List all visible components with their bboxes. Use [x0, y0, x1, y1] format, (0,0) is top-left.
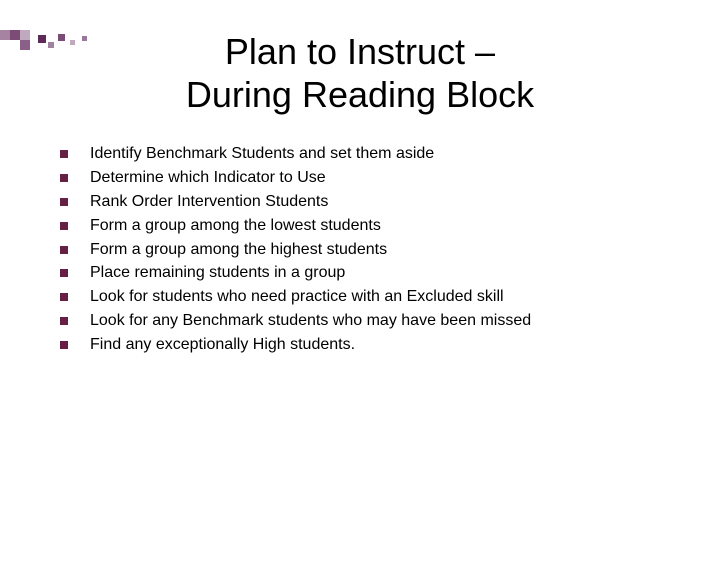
bullet-marker-icon: [60, 317, 68, 325]
bullet-marker-icon: [60, 222, 68, 230]
list-item: Look for any Benchmark students who may …: [60, 311, 720, 332]
bullet-text: Identify Benchmark Students and set them…: [90, 144, 434, 165]
bullet-marker-icon: [60, 174, 68, 182]
bullet-marker-icon: [60, 269, 68, 277]
bullet-marker-icon: [60, 198, 68, 206]
bullet-text: Look for students who need practice with…: [90, 287, 504, 308]
bullet-marker-icon: [60, 293, 68, 301]
list-item: Place remaining students in a group: [60, 263, 720, 284]
bullet-text: Form a group among the lowest students: [90, 216, 381, 237]
decoration-square: [38, 35, 46, 43]
bullet-text: Form a group among the highest students: [90, 240, 387, 261]
list-item: Identify Benchmark Students and set them…: [60, 144, 720, 165]
bullet-text: Rank Order Intervention Students: [90, 192, 328, 213]
title-line-1: Plan to Instruct –: [225, 31, 495, 72]
list-item: Rank Order Intervention Students: [60, 192, 720, 213]
decoration-square: [0, 30, 10, 40]
bullet-text: Place remaining students in a group: [90, 263, 345, 284]
decoration-square: [58, 34, 65, 41]
bullet-text: Find any exceptionally High students.: [90, 335, 355, 356]
bullet-marker-icon: [60, 150, 68, 158]
decoration-square: [20, 40, 30, 50]
title-line-2: During Reading Block: [186, 74, 534, 115]
decoration-square: [10, 30, 20, 40]
list-item: Form a group among the highest students: [60, 240, 720, 261]
decoration-square: [20, 30, 30, 40]
decoration-square: [82, 36, 87, 41]
list-item: Find any exceptionally High students.: [60, 335, 720, 356]
corner-decoration: [0, 30, 100, 60]
list-item: Look for students who need practice with…: [60, 287, 720, 308]
decoration-square: [70, 40, 75, 45]
bullet-text: Look for any Benchmark students who may …: [90, 311, 531, 332]
slide-title: Plan to Instruct – During Reading Block: [0, 30, 720, 116]
bullet-marker-icon: [60, 246, 68, 254]
bullet-text: Determine which Indicator to Use: [90, 168, 326, 189]
bullet-list: Identify Benchmark Students and set them…: [60, 144, 720, 355]
bullet-marker-icon: [60, 341, 68, 349]
list-item: Form a group among the lowest students: [60, 216, 720, 237]
decoration-square: [48, 42, 54, 48]
list-item: Determine which Indicator to Use: [60, 168, 720, 189]
